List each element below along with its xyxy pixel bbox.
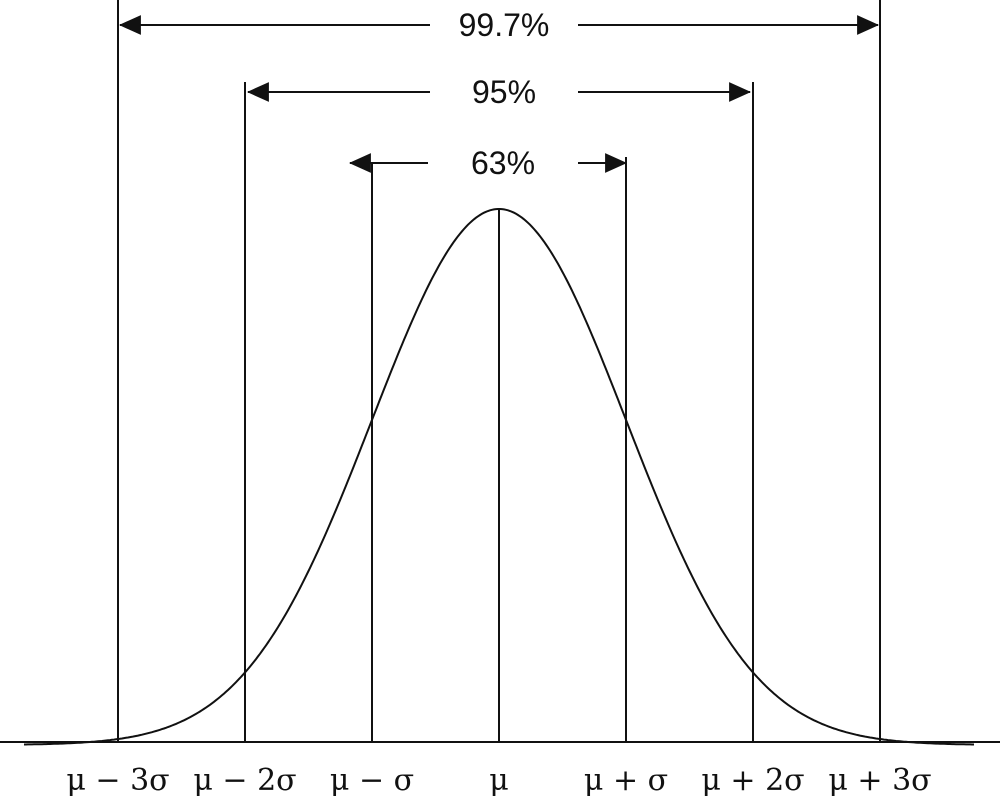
tick-label: μ + σ (584, 763, 668, 798)
tick-label: μ − 3σ (66, 763, 169, 798)
range-label: 99.7% (459, 7, 550, 43)
tick-label: μ − 2σ (193, 763, 296, 798)
tick-label: μ (489, 763, 509, 798)
range-label: 95% (472, 74, 536, 110)
range-label: 63% (471, 145, 535, 181)
tick-label: μ + 2σ (701, 763, 804, 798)
tick-label: μ + 3σ (828, 763, 931, 798)
tick-label: μ − σ (330, 763, 414, 798)
